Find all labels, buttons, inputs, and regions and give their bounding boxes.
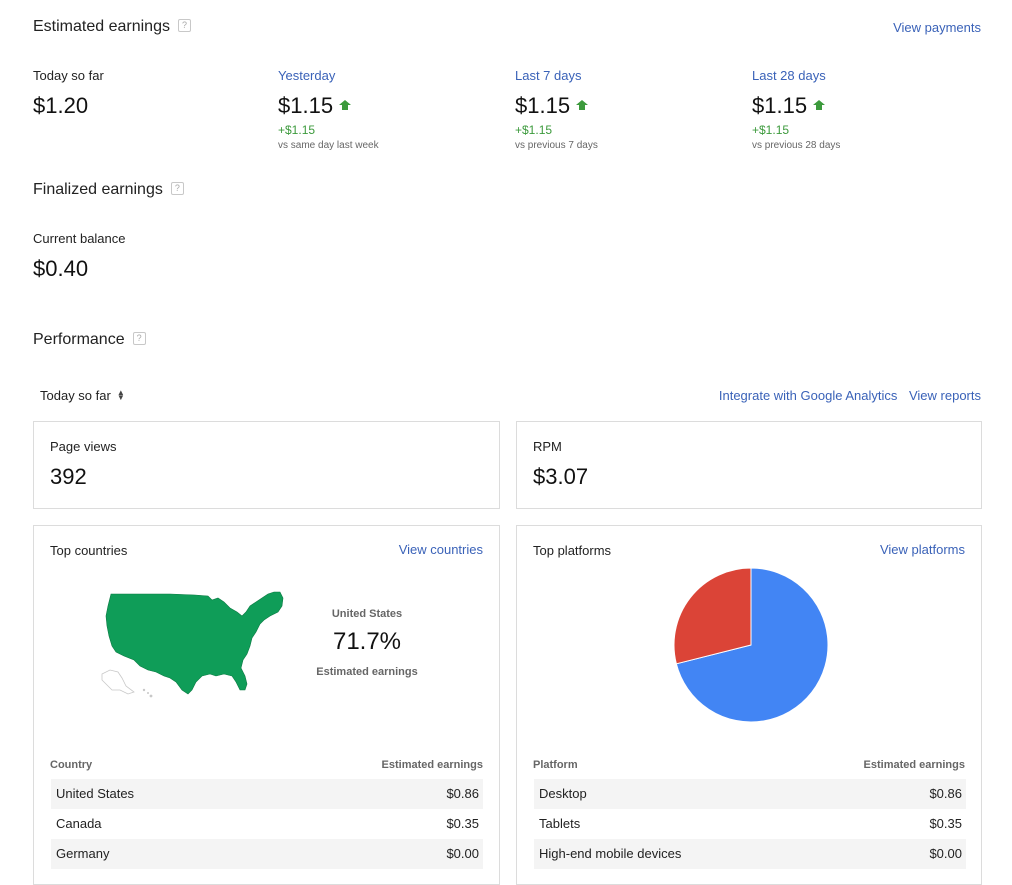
- period-value-yesterday: $1.15: [278, 93, 334, 118]
- platforms-pie-chart: [673, 567, 829, 723]
- country-name: Germany: [56, 846, 110, 861]
- country-name: Canada: [56, 816, 102, 831]
- view-payments-link[interactable]: View payments: [893, 20, 981, 35]
- period-compare-7-days: vs previous 7 days: [515, 140, 598, 151]
- period-delta-7-days: +$1.15: [515, 123, 553, 137]
- platform-name: High-end mobile devices: [539, 846, 682, 861]
- platform-column-header: Platform: [533, 759, 578, 771]
- help-icon[interactable]: ?: [177, 19, 191, 33]
- period-value-7-days-wrap: $1.15: [515, 93, 589, 119]
- period-compare-28-days: vs previous 28 days: [752, 140, 841, 151]
- help-icon[interactable]: ?: [170, 182, 184, 196]
- platform-earnings: $0.00: [929, 846, 962, 861]
- performance-title: Performance?: [33, 331, 146, 349]
- earnings-column-header: Estimated earnings: [863, 759, 965, 771]
- platform-name: Desktop: [539, 786, 587, 801]
- map-percent: 71.7%: [332, 628, 402, 655]
- top-countries-card: Top countries View countries United Stat…: [33, 525, 500, 885]
- period-label-28-days[interactable]: Last 28 days: [752, 68, 826, 83]
- view-countries-link[interactable]: View countries: [398, 542, 483, 557]
- table-row: Desktop $0.86: [534, 779, 966, 809]
- table-row: Tablets $0.35: [534, 809, 966, 839]
- period-value-today: $1.20: [33, 93, 89, 118]
- country-name: United States: [56, 786, 135, 801]
- rpm-value: $3.07: [533, 464, 589, 489]
- table-row: Germany $0.00: [51, 839, 483, 869]
- country-earnings: $0.86: [446, 786, 479, 801]
- top-platforms-title: Top platforms: [533, 543, 612, 558]
- performance-links: Integrate with Google Analytics View rep…: [719, 388, 981, 403]
- current-balance-label: Current balance: [33, 231, 126, 246]
- us-map: [101, 591, 284, 698]
- arrow-up-icon: [339, 100, 352, 111]
- date-range-select[interactable]: Today so far ▲ ▼: [40, 388, 125, 403]
- period-delta-yesterday: +$1.15: [278, 123, 316, 137]
- help-icon[interactable]: ?: [132, 332, 146, 346]
- page-views-value: 392: [50, 464, 87, 489]
- pie-slice-desktop: [675, 567, 829, 723]
- date-range-select-value: Today so far: [40, 388, 111, 403]
- estimated-earnings-heading: Estimated earnings: [33, 18, 170, 35]
- period-label-today: Today so far: [33, 68, 104, 83]
- page-views-card: Page views 392: [33, 421, 500, 509]
- finalized-earnings-heading: Finalized earnings: [33, 181, 163, 198]
- view-reports-link[interactable]: View reports: [908, 388, 981, 403]
- estimated-earnings-title: Estimated earnings?: [33, 18, 191, 36]
- top-countries-title: Top countries: [50, 543, 128, 558]
- period-value-7-days: $1.15: [515, 93, 571, 118]
- platform-earnings: $0.35: [929, 816, 962, 831]
- earnings-column-header: Estimated earnings: [381, 759, 483, 771]
- period-delta-28-days: +$1.15: [752, 123, 790, 137]
- view-platforms-link[interactable]: View platforms: [879, 542, 965, 557]
- table-row: United States $0.86: [51, 779, 483, 809]
- arrow-up-icon: [576, 100, 589, 111]
- arrow-up-icon: [813, 100, 826, 111]
- map-caption: Estimated earnings: [316, 666, 418, 678]
- pie-slice-tablets: [673, 567, 752, 665]
- country-earnings: $0.00: [446, 846, 479, 861]
- finalized-earnings-title: Finalized earnings?: [33, 181, 184, 199]
- table-row: High-end mobile devices $0.00: [534, 839, 966, 869]
- performance-heading: Performance: [33, 331, 125, 348]
- sort-arrows-icon: ▲ ▼: [116, 387, 125, 402]
- platform-name: Tablets: [539, 816, 581, 831]
- period-compare-yesterday: vs same day last week: [278, 140, 379, 151]
- country-earnings: $0.35: [446, 816, 479, 831]
- platform-earnings: $0.86: [929, 786, 962, 801]
- page-views-label: Page views: [50, 439, 117, 454]
- top-platforms-card: Top platforms View platforms Platform Es…: [516, 525, 982, 885]
- period-label-yesterday[interactable]: Yesterday: [278, 68, 336, 83]
- current-balance-value: $0.40: [33, 256, 89, 281]
- integrate-analytics-link[interactable]: Integrate with Google Analytics: [718, 388, 898, 403]
- table-row: Canada $0.35: [51, 809, 483, 839]
- period-value-28-days: $1.15: [752, 93, 808, 118]
- period-label-7-days[interactable]: Last 7 days: [515, 68, 582, 83]
- rpm-label: RPM: [533, 439, 562, 454]
- map-country-label: United States: [331, 608, 403, 620]
- country-column-header: Country: [50, 759, 93, 771]
- period-value-yesterday-wrap: $1.15: [278, 93, 352, 119]
- period-value-28-days-wrap: $1.15: [752, 93, 826, 119]
- rpm-card: RPM $3.07: [516, 421, 982, 509]
